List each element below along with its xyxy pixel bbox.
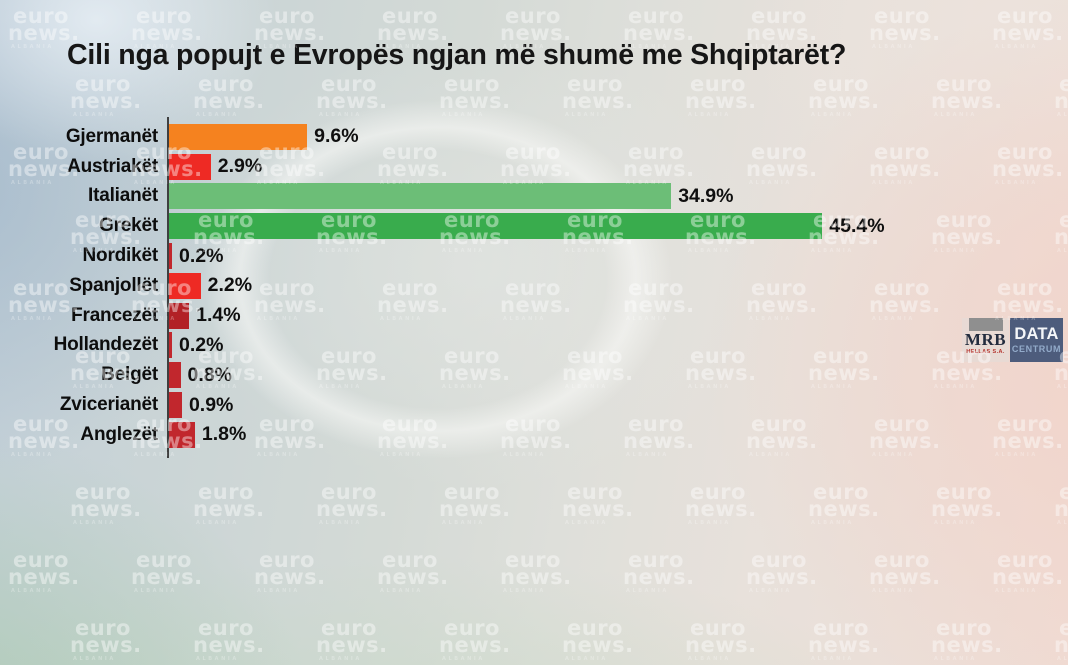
- bar-track: 2.2%: [169, 272, 253, 299]
- mrb-logo-subtext: HELLAS S.A.: [966, 348, 1005, 355]
- bar-row: Nordikët 0.2%: [0, 241, 900, 271]
- bar-track: 9.6%: [169, 123, 359, 150]
- y-axis-line: [167, 117, 169, 458]
- bar: [169, 153, 211, 180]
- bar-chart: Gjermanët 9.6% Austriakët 2.9% Italianët 34.9…: [0, 117, 900, 458]
- bar-track: 0.8%: [169, 362, 232, 389]
- bar-track: 0.9%: [169, 392, 234, 419]
- bar-rows: Gjermanët 9.6% Austriakët 2.9% Italianët 34.9…: [0, 122, 900, 450]
- bar-row: Austriakët 2.9%: [0, 152, 900, 182]
- category-label: Spanjollët: [69, 274, 158, 296]
- bar: [169, 123, 308, 150]
- value-label: 2.9%: [217, 155, 263, 178]
- category-label: Belgët: [101, 364, 158, 386]
- bar: [169, 302, 190, 329]
- category-label: Zvicerianët: [59, 394, 158, 416]
- bar-row: Gjermanët 9.6%: [0, 122, 900, 152]
- value-label: 34.9%: [678, 184, 734, 207]
- value-label: 0.2%: [179, 333, 224, 356]
- value-label: 45.4%: [829, 214, 885, 237]
- category-label: Francezët: [71, 304, 158, 326]
- bar-track: 1.4%: [169, 302, 241, 329]
- bar-track: 2.9%: [169, 153, 263, 180]
- category-label: Hollandezët: [53, 334, 159, 356]
- value-label: 9.6%: [314, 125, 359, 148]
- value-label: 1.8%: [201, 423, 247, 446]
- value-label: 0.2%: [179, 244, 224, 267]
- bar: [169, 332, 172, 359]
- bar-row: Francezët 1.4%: [0, 301, 900, 331]
- bar: [169, 392, 182, 419]
- bar-row: Spanjollët 2.2%: [0, 271, 900, 301]
- bar-row: Grekët 45.4%: [0, 211, 900, 241]
- category-label: Gjermanët: [65, 125, 158, 147]
- bar-row: Belgët 0.8%: [0, 360, 900, 390]
- bar-track: 0.2%: [169, 332, 224, 359]
- value-label: 1.4%: [196, 304, 241, 327]
- mrb-hellas-logo: MRB HELLAS S.A.: [962, 318, 1009, 362]
- category-label: Grekët: [98, 215, 158, 237]
- data-centrum-logo-line2: CENTRUM: [1011, 343, 1062, 354]
- bar-row: Hollandezët 0.2%: [0, 331, 900, 361]
- bar-track: 0.2%: [169, 243, 224, 270]
- value-label: 0.9%: [188, 393, 234, 416]
- mrb-logo-mark-icon: [968, 318, 1003, 331]
- bar: [169, 243, 172, 270]
- bar: [169, 183, 672, 210]
- bar-track: 34.9%: [169, 183, 734, 210]
- value-label: 2.2%: [207, 274, 253, 297]
- value-label: 0.8%: [187, 363, 232, 386]
- category-label: Anglezët: [80, 423, 158, 445]
- bar: [169, 272, 201, 299]
- bar: [169, 421, 195, 448]
- bar: [169, 213, 823, 240]
- bar-track: 1.8%: [169, 421, 247, 448]
- mrb-logo-text: MRB: [964, 330, 1007, 349]
- data-centrum-logo-line1: DATA: [1014, 325, 1059, 344]
- bar-track: 45.4%: [169, 213, 885, 240]
- category-label: Austriakët: [67, 155, 158, 177]
- bar-row: Anglezët 1.8%: [0, 420, 900, 450]
- chart-title: Cili nga popujt e Evropës ngjan më shumë…: [67, 39, 847, 71]
- bar-row: Italianët 34.9%: [0, 182, 900, 212]
- bar-row: Zvicerianët 0.9%: [0, 390, 900, 420]
- category-label: Nordikët: [82, 245, 159, 267]
- category-label: Italianët: [88, 185, 158, 207]
- bar: [169, 362, 181, 389]
- data-centrum-logo: DATA CENTRUM: [1010, 318, 1063, 362]
